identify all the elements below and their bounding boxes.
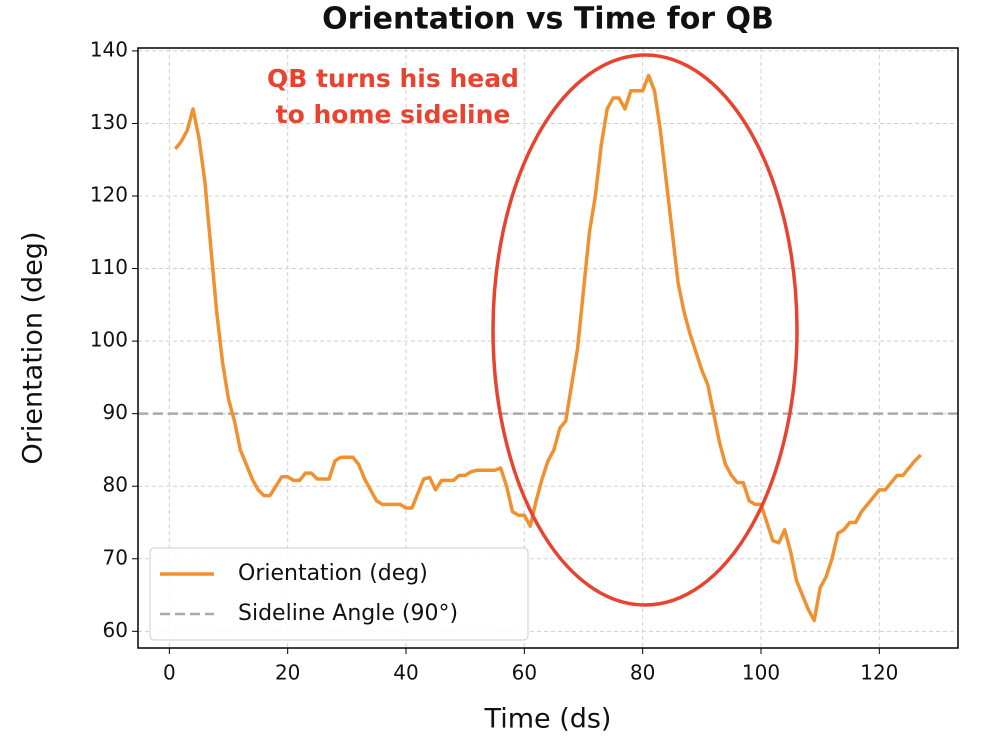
legend-label: Sideline Angle (90°) — [238, 601, 458, 626]
legend-label: Orientation (deg) — [238, 561, 428, 586]
highlight-ellipse — [491, 53, 799, 607]
plot-frame — [137, 47, 959, 649]
y-tick-label: 90 — [103, 400, 128, 424]
y-tick-label: 100 — [90, 328, 128, 352]
y-axis-label: Orientation (deg) — [18, 232, 49, 465]
annotation-text: to home sideline — [276, 100, 511, 129]
legend-box — [149, 547, 529, 641]
data-line — [173, 73, 922, 623]
x-tick-label: 20 — [275, 661, 300, 685]
x-tick-label: 80 — [630, 661, 655, 685]
x-tick-label: 120 — [860, 661, 898, 685]
legend: Orientation (deg) Sideline Angle (90°) — [149, 547, 529, 641]
annotation-text: QB turns his head — [267, 64, 519, 93]
chart-title: Orientation vs Time for QB — [322, 2, 774, 37]
x-tick-label: 60 — [512, 661, 537, 685]
y-tick-label: 80 — [103, 473, 128, 497]
y-tick-label: 70 — [103, 545, 128, 569]
y-tick-label: 140 — [90, 37, 128, 61]
x-axis-label: Time (ds) — [484, 704, 612, 735]
x-tick-label: 100 — [742, 661, 780, 685]
plot: 0 20 40 60 80 100 120 60 70 80 90 100 110 120 130 140 QB… — [90, 37, 959, 685]
y-tick-label: 60 — [103, 618, 128, 642]
y-tick-label: 120 — [90, 183, 128, 207]
x-tick-label: 0 — [163, 661, 176, 685]
y-tick-label: 130 — [90, 110, 128, 134]
x-tick-label: 40 — [393, 661, 418, 685]
y-tick-label: 110 — [90, 255, 128, 279]
